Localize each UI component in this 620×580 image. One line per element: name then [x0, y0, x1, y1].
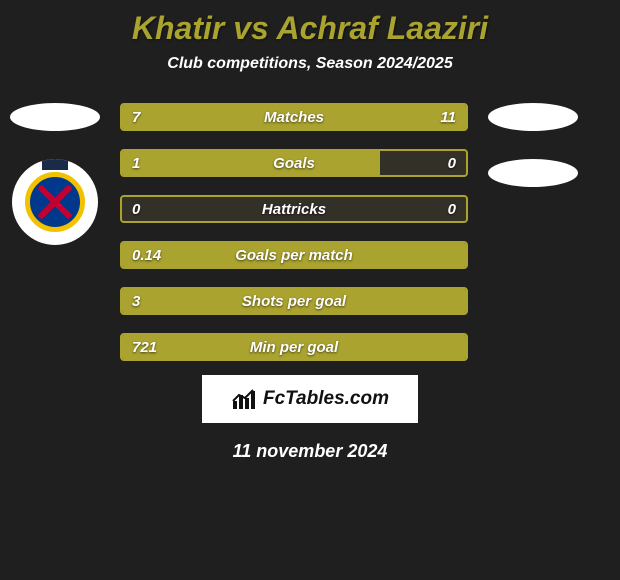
bar-label: Shots per goal: [122, 289, 466, 313]
bar-value-left: 7: [132, 105, 140, 129]
footer-logo: FcTables.com: [202, 375, 418, 423]
badge-crown-icon: [42, 159, 68, 170]
page-subtitle: Club competitions, Season 2024/2025: [0, 55, 620, 73]
bar-label: Hattricks: [122, 197, 466, 221]
bar-value-left: 3: [132, 289, 140, 313]
bar-label: Min per goal: [122, 335, 466, 359]
stat-bar-row: Shots per goal3: [120, 287, 468, 315]
stat-bar-row: Matches7 11: [120, 103, 468, 131]
fctables-chart-icon: [231, 387, 259, 411]
footer-logo-text: FcTables.com: [263, 388, 389, 410]
stat-bar-row: Min per goal721: [120, 333, 468, 361]
bar-label: Goals: [122, 151, 466, 175]
left-player-oval: [10, 103, 100, 131]
bar-value-left: 1: [132, 151, 140, 175]
badge-ring-icon: [25, 172, 85, 232]
bar-label: Matches: [122, 105, 466, 129]
bar-value-left: 0.14: [132, 243, 161, 267]
bar-value-right: 0: [448, 197, 456, 221]
bar-value-right: 0: [448, 151, 456, 175]
page-title: Khatir vs Achraf Laaziri: [0, 10, 620, 47]
bar-value-left: 0: [132, 197, 140, 221]
bar-label: Goals per match: [122, 243, 466, 267]
comparison-area: Matches711Goals10Hattricks00Goals per ma…: [0, 103, 620, 361]
bar-value-right: 11: [440, 105, 456, 129]
stat-bar-row: Hattricks0 0: [120, 195, 468, 223]
badge-cross-icon: [33, 180, 77, 224]
footer-date: 11 november 2024: [0, 441, 620, 462]
stat-bar-row: Goals1 0: [120, 149, 468, 177]
right-badge-column: [488, 103, 578, 187]
left-club-badge: [12, 159, 98, 245]
stat-bar-row: Goals per match0.14: [120, 241, 468, 269]
stat-bars: Matches711Goals10Hattricks00Goals per ma…: [120, 103, 468, 361]
bar-value-left: 721: [132, 335, 157, 359]
left-badge-column: [10, 103, 100, 245]
right-player-oval: [488, 103, 578, 131]
right-club-oval: [488, 159, 578, 187]
